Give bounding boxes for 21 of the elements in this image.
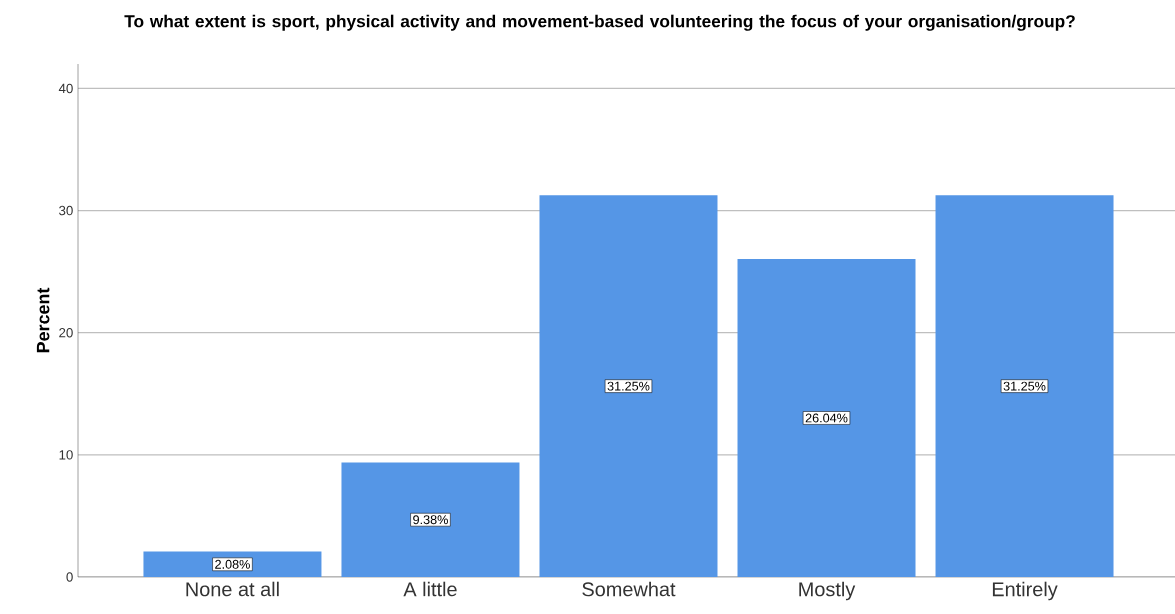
y-tick-label: 30 (59, 205, 73, 216)
bar (737, 258, 916, 577)
bar (341, 462, 520, 577)
data-label: 31.25% (607, 381, 650, 391)
data-label: 2.08% (215, 559, 250, 569)
bar (539, 195, 718, 577)
chart-title: To what extent is sport, physical activity and movement-based volunteering the focus of your organisation/group? (124, 14, 1075, 31)
x-tick-label: A little (403, 581, 457, 597)
data-label: 31.25% (1003, 381, 1046, 391)
data-label: 9.38% (413, 515, 448, 525)
x-tick-label: Entirely (992, 581, 1058, 601)
y-tick-label: 10 (59, 450, 73, 460)
y-tick-label: 20 (59, 328, 73, 338)
y-axis-title: Percent (36, 287, 50, 353)
bar (935, 195, 1114, 577)
x-tick-label: Mostly (799, 581, 856, 601)
x-tick-label: Somewhat (582, 581, 676, 597)
x-tick-label: None at all (186, 581, 279, 597)
y-tick-label: 0 (66, 572, 73, 582)
y-tick-label: 40 (58, 83, 73, 94)
data-label: 26.04% (805, 413, 848, 423)
